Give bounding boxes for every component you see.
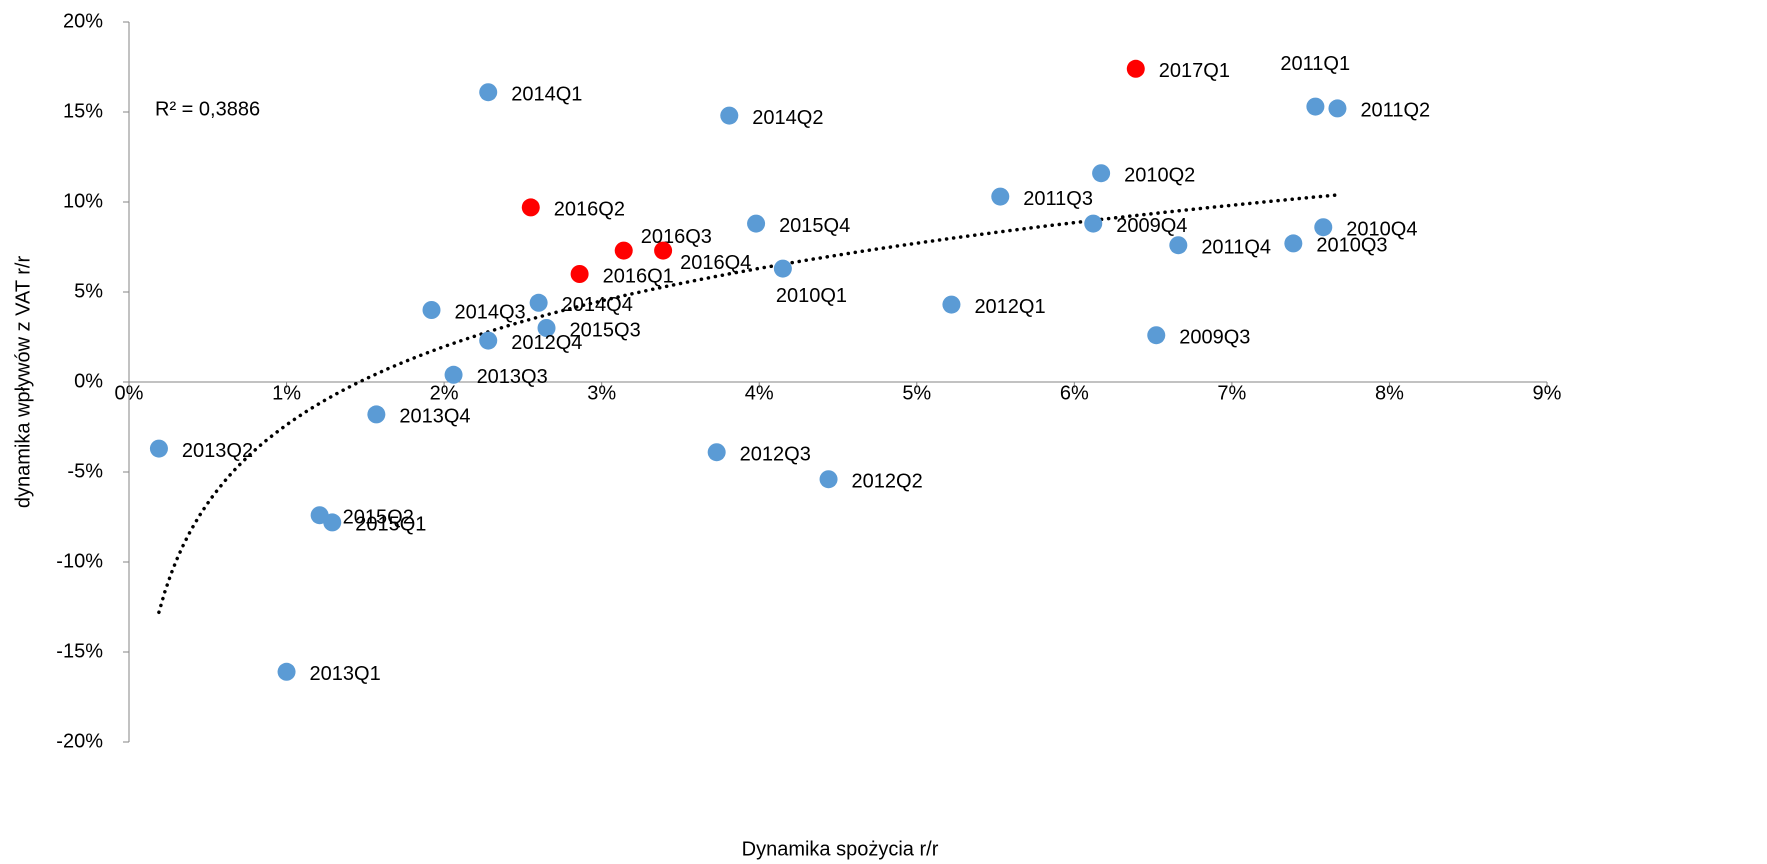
y-tick-label: -10% (56, 550, 103, 572)
point (537, 319, 556, 337)
point (149, 439, 168, 458)
point (819, 470, 838, 489)
x-tick-label: 3% (587, 382, 616, 404)
point (1092, 164, 1111, 183)
point-label: 2011Q2 (1360, 100, 1430, 122)
point (1306, 97, 1325, 116)
point-label: 2011Q3 (1023, 188, 1093, 210)
point-label: 2016Q2 (554, 199, 625, 221)
point (277, 662, 296, 681)
y-tick-label: 15% (63, 100, 103, 122)
y-tick-label: -20% (56, 730, 103, 752)
y-axis-title: dynamika wpływów z VAT r/r (12, 256, 34, 509)
point (323, 513, 342, 532)
point-label: 2011Q4 (1201, 236, 1271, 258)
point-label: 2009Q3 (1179, 326, 1250, 348)
point-label: 2014Q3 (455, 301, 526, 323)
y-tick-label: 10% (63, 190, 103, 212)
point-label: 2013Q1 (310, 663, 381, 685)
r2-label: R² = 0,3886 (155, 98, 260, 120)
point-label: 2010Q2 (1124, 164, 1195, 186)
trendline (157, 193, 1340, 615)
x-tick-label: 4% (745, 382, 774, 404)
point-label: 2013Q2 (182, 440, 253, 462)
point-label: 2016Q1 (603, 265, 674, 287)
point (1147, 326, 1166, 345)
point (707, 443, 726, 462)
point-label: 2016Q4 (680, 252, 751, 274)
point (773, 259, 792, 278)
point (367, 405, 386, 424)
point (1284, 234, 1303, 253)
point (614, 241, 633, 260)
point-label: 2010Q1 (776, 285, 847, 307)
y-tick-label: 5% (74, 280, 103, 302)
y-tick-label: 20% (63, 10, 103, 32)
point-label: 2011Q1 (1280, 53, 1350, 75)
point-label: 2012Q3 (740, 443, 811, 465)
point (1328, 99, 1347, 118)
point-label: 2012Q2 (852, 470, 923, 492)
y-tick-label: -5% (67, 460, 103, 482)
point (479, 83, 498, 102)
point (529, 293, 548, 312)
x-tick-label: 1% (272, 382, 301, 404)
point (1126, 59, 1145, 78)
point-label: 2015Q4 (779, 215, 850, 237)
point (1314, 218, 1333, 237)
x-tick-label: 9% (1533, 382, 1562, 404)
y-tick-label: 0% (74, 370, 103, 392)
x-tick-label: 2% (430, 382, 459, 404)
point-label: 2013Q3 (477, 366, 548, 388)
x-tick-label: 5% (902, 382, 931, 404)
point-label: 2014Q2 (752, 107, 823, 129)
point (942, 295, 961, 314)
point (479, 331, 498, 350)
point (1084, 214, 1103, 233)
point-label: 2017Q1 (1159, 60, 1230, 82)
x-tick-label: 0% (115, 382, 144, 404)
x-tick-label: 7% (1217, 382, 1246, 404)
point-label: 2015Q1 (355, 514, 426, 536)
point (521, 198, 540, 217)
point-label: 2012Q1 (974, 296, 1045, 318)
point (422, 301, 441, 319)
point-label: 2016Q3 (641, 226, 712, 248)
point-label: 2015Q3 (570, 319, 641, 341)
point (444, 365, 463, 384)
point (720, 106, 739, 125)
point-label: 2015Q2 (343, 506, 414, 528)
point-label: 2013Q4 (399, 406, 470, 428)
point (991, 187, 1010, 206)
point-label: 2014Q4 (562, 294, 633, 316)
y-tick-label: -15% (56, 640, 103, 662)
x-axis-title: Dynamika spożycia r/r (742, 838, 939, 860)
point-label: 2009Q4 (1116, 215, 1187, 237)
point-label: 2012Q4 (511, 332, 582, 354)
point (747, 214, 766, 233)
point-label: 2014Q1 (511, 83, 582, 105)
x-tick-label: 8% (1375, 382, 1404, 404)
point (654, 241, 673, 260)
point (1169, 236, 1188, 255)
point (570, 265, 589, 283)
x-tick-label: 6% (1060, 382, 1089, 404)
point-label: 2010Q3 (1316, 235, 1387, 257)
point-label: 2010Q4 (1346, 218, 1417, 240)
